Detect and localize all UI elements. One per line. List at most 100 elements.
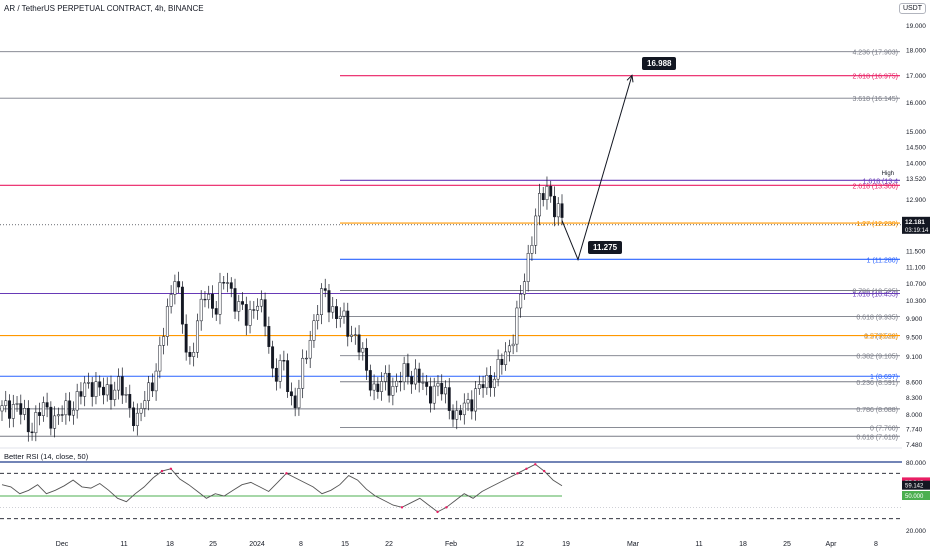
candle-body (86, 382, 90, 384)
candle-body (545, 186, 549, 200)
rsi-extreme-point (516, 472, 519, 475)
candle-body (68, 400, 72, 416)
price-tick-label: 9.100 (906, 354, 923, 361)
fib-label: 1.27 (12.230) (856, 221, 898, 228)
candle-body (211, 293, 214, 309)
price-tick-label: 14.000 (906, 160, 926, 167)
price-tick-label: 10.700 (906, 281, 926, 288)
fib-label: 1 (8.697) (870, 374, 898, 381)
candle-body (71, 409, 75, 416)
candle-body (30, 431, 34, 434)
fib-label: 2.618 (13.300) (852, 183, 898, 190)
candle-body (173, 281, 177, 295)
candle-body (199, 298, 203, 322)
candle-body (470, 399, 474, 412)
candle-body (316, 314, 320, 321)
currency-button[interactable]: USDT (898, 3, 926, 14)
candle-body (395, 380, 399, 387)
fib-label: 3.618 (16.145) (852, 96, 898, 103)
candle-body (541, 193, 545, 200)
candle-body (237, 301, 241, 312)
candle-body (139, 408, 143, 414)
projection-arrowhead (626, 74, 634, 83)
candle-body (162, 336, 166, 346)
candle-body (158, 345, 162, 372)
candle-body (365, 347, 369, 371)
candle-body (323, 288, 327, 291)
candle-body (241, 301, 244, 305)
price-tick-label: 10.300 (906, 298, 926, 305)
candle-body (15, 403, 19, 405)
candle-body (466, 399, 470, 404)
candle-body (308, 340, 312, 359)
candle-body (278, 360, 282, 382)
price-tick-label: 16.000 (906, 100, 926, 107)
candle-body (537, 193, 541, 217)
price-badge-countdown: 03:19:14 (905, 228, 929, 234)
candle-body (45, 402, 49, 408)
candle-body (331, 306, 335, 313)
candle-body (248, 309, 252, 326)
time-axis: Dec 11 18 25 2024 8 15 22 Feb 12 19 Mar 11 18 25 Apr 8 (56, 541, 878, 548)
candle-body (218, 282, 222, 315)
rsi-tick-label: 20.000 (906, 528, 926, 535)
candle-body (380, 381, 384, 392)
high-label: High (882, 171, 894, 177)
candle-body (289, 391, 293, 397)
price-axis: 19.000 18.000 17.000 16.000 15.000 14.500 14.0… (882, 0, 932, 550)
price-tick-label: 18.000 (906, 47, 926, 54)
candle-body (4, 400, 8, 406)
candle-body (474, 388, 478, 412)
candle-body (440, 383, 444, 395)
rsi-extreme-point (525, 467, 528, 470)
candle-body (417, 368, 421, 383)
rsi-tick-label: 80.000 (906, 460, 926, 467)
projection-line (561, 75, 633, 262)
candle-body (455, 410, 459, 420)
rsi-value-badge (902, 491, 930, 500)
fib-label: 0.618 (7.610) (856, 434, 898, 441)
fib-label: 1.618 (13.4 (863, 178, 899, 185)
candle-body (19, 403, 23, 415)
price-tick-label: 8.300 (906, 395, 923, 402)
time-tick-label: 25 (209, 541, 217, 548)
candle-body (192, 351, 196, 357)
candle-body (177, 281, 181, 288)
candle-body (143, 400, 147, 409)
candle-body (421, 382, 425, 384)
candle-body (338, 315, 342, 319)
candle-body (56, 414, 60, 417)
candle-body (391, 386, 395, 396)
candle-body (64, 400, 68, 416)
price-badge (902, 216, 930, 234)
candle-body (105, 384, 109, 396)
candle-body (214, 308, 218, 315)
fib-label: 0.5 (9.520) (864, 334, 898, 341)
candle-body (297, 388, 301, 409)
candle-body (507, 345, 511, 353)
price-tick-label: 12.900 (906, 197, 926, 204)
rsi-extreme-point (160, 469, 164, 473)
rsi-extreme-point (400, 506, 404, 509)
price-tick-label: 11.500 (906, 249, 926, 256)
candle-body (368, 370, 372, 391)
fib-label: 0.786 (8.088) (856, 407, 898, 414)
candle-body (447, 387, 451, 411)
candle-body (132, 407, 135, 426)
candle-body (335, 306, 338, 319)
candle-body (402, 363, 406, 383)
candle-body (180, 286, 184, 325)
candle-body (113, 389, 117, 400)
candle-body (154, 370, 158, 392)
fib-label: 2.618 (16.975) (852, 74, 898, 81)
candle-body (342, 310, 346, 317)
candle-body (286, 360, 290, 392)
target-callout: 16.988 (642, 57, 677, 70)
rsi-value-text: 50.000 (905, 494, 924, 500)
candle-body (560, 203, 564, 218)
candle-body (410, 376, 414, 385)
rsi-indicator-label: Better RSI (14, close, 50) (4, 452, 89, 461)
candle-body (102, 386, 105, 396)
candle-body (432, 385, 436, 404)
